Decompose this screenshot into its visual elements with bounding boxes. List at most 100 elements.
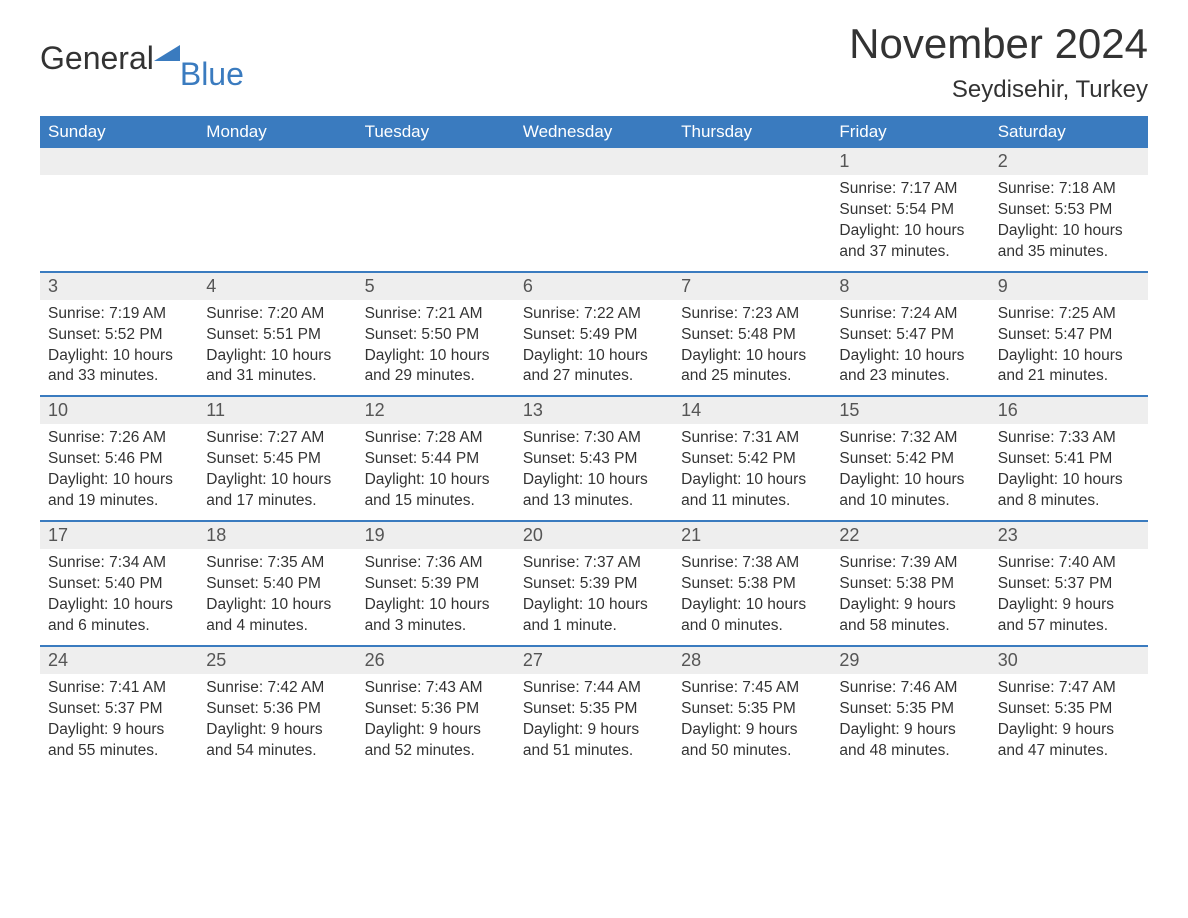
sunset-text: Sunset: 5:50 PM xyxy=(365,325,507,346)
day-number: 17 xyxy=(40,522,198,549)
day-number: 26 xyxy=(357,647,515,674)
day-number: 4 xyxy=(198,273,356,300)
day-number: 14 xyxy=(673,397,831,424)
sunrise-text: Sunrise: 7:41 AM xyxy=(48,678,190,699)
day-number: 10 xyxy=(40,397,198,424)
daylight-text-2: and 54 minutes. xyxy=(206,741,348,762)
sunset-text: Sunset: 5:46 PM xyxy=(48,449,190,470)
daylight-text-2: and 27 minutes. xyxy=(523,366,665,387)
day-cell: 2Sunrise: 7:18 AMSunset: 5:53 PMDaylight… xyxy=(990,148,1148,271)
daylight-text-1: Daylight: 9 hours xyxy=(523,720,665,741)
daylight-text-1: Daylight: 10 hours xyxy=(365,346,507,367)
day-content: Sunrise: 7:25 AMSunset: 5:47 PMDaylight:… xyxy=(990,300,1148,396)
sunrise-text: Sunrise: 7:27 AM xyxy=(206,428,348,449)
sunset-text: Sunset: 5:43 PM xyxy=(523,449,665,470)
week-row: 10Sunrise: 7:26 AMSunset: 5:46 PMDayligh… xyxy=(40,395,1148,520)
day-content: Sunrise: 7:28 AMSunset: 5:44 PMDaylight:… xyxy=(357,424,515,520)
day-cell: 6Sunrise: 7:22 AMSunset: 5:49 PMDaylight… xyxy=(515,273,673,396)
calendar: Sunday Monday Tuesday Wednesday Thursday… xyxy=(40,116,1148,769)
daylight-text-2: and 3 minutes. xyxy=(365,616,507,637)
day-number: 30 xyxy=(990,647,1148,674)
sunrise-text: Sunrise: 7:21 AM xyxy=(365,304,507,325)
day-headers-row: Sunday Monday Tuesday Wednesday Thursday… xyxy=(40,116,1148,148)
day-content: Sunrise: 7:44 AMSunset: 5:35 PMDaylight:… xyxy=(515,674,673,770)
day-cell xyxy=(198,148,356,271)
day-number: 6 xyxy=(515,273,673,300)
day-cell: 13Sunrise: 7:30 AMSunset: 5:43 PMDayligh… xyxy=(515,397,673,520)
day-content: Sunrise: 7:22 AMSunset: 5:49 PMDaylight:… xyxy=(515,300,673,396)
daylight-text-2: and 19 minutes. xyxy=(48,491,190,512)
logo: General Blue xyxy=(40,20,252,77)
sunrise-text: Sunrise: 7:43 AM xyxy=(365,678,507,699)
day-cell xyxy=(357,148,515,271)
daylight-text-1: Daylight: 10 hours xyxy=(206,470,348,491)
sunrise-text: Sunrise: 7:32 AM xyxy=(839,428,981,449)
daylight-text-1: Daylight: 9 hours xyxy=(839,595,981,616)
daylight-text-1: Daylight: 10 hours xyxy=(839,470,981,491)
sunset-text: Sunset: 5:35 PM xyxy=(839,699,981,720)
day-number: 24 xyxy=(40,647,198,674)
daylight-text-2: and 13 minutes. xyxy=(523,491,665,512)
daylight-text-2: and 21 minutes. xyxy=(998,366,1140,387)
day-header-sunday: Sunday xyxy=(40,116,198,148)
day-cell: 8Sunrise: 7:24 AMSunset: 5:47 PMDaylight… xyxy=(831,273,989,396)
day-content: Sunrise: 7:40 AMSunset: 5:37 PMDaylight:… xyxy=(990,549,1148,645)
daylight-text-2: and 10 minutes. xyxy=(839,491,981,512)
week-row: 3Sunrise: 7:19 AMSunset: 5:52 PMDaylight… xyxy=(40,271,1148,396)
sunset-text: Sunset: 5:40 PM xyxy=(206,574,348,595)
sunset-text: Sunset: 5:53 PM xyxy=(998,200,1140,221)
daylight-text-1: Daylight: 10 hours xyxy=(365,595,507,616)
sunrise-text: Sunrise: 7:20 AM xyxy=(206,304,348,325)
sunset-text: Sunset: 5:39 PM xyxy=(523,574,665,595)
day-content: Sunrise: 7:19 AMSunset: 5:52 PMDaylight:… xyxy=(40,300,198,396)
day-cell: 28Sunrise: 7:45 AMSunset: 5:35 PMDayligh… xyxy=(673,647,831,770)
day-cell: 16Sunrise: 7:33 AMSunset: 5:41 PMDayligh… xyxy=(990,397,1148,520)
day-number: 5 xyxy=(357,273,515,300)
sunrise-text: Sunrise: 7:47 AM xyxy=(998,678,1140,699)
day-number: 18 xyxy=(198,522,356,549)
day-content: Sunrise: 7:31 AMSunset: 5:42 PMDaylight:… xyxy=(673,424,831,520)
daylight-text-1: Daylight: 10 hours xyxy=(523,470,665,491)
day-content: Sunrise: 7:37 AMSunset: 5:39 PMDaylight:… xyxy=(515,549,673,645)
daylight-text-1: Daylight: 10 hours xyxy=(998,470,1140,491)
sunrise-text: Sunrise: 7:22 AM xyxy=(523,304,665,325)
day-cell: 11Sunrise: 7:27 AMSunset: 5:45 PMDayligh… xyxy=(198,397,356,520)
day-header-wednesday: Wednesday xyxy=(515,116,673,148)
sunset-text: Sunset: 5:45 PM xyxy=(206,449,348,470)
daylight-text-1: Daylight: 9 hours xyxy=(48,720,190,741)
day-number: 12 xyxy=(357,397,515,424)
day-cell: 29Sunrise: 7:46 AMSunset: 5:35 PMDayligh… xyxy=(831,647,989,770)
day-number: 1 xyxy=(831,148,989,175)
week-row: 1Sunrise: 7:17 AMSunset: 5:54 PMDaylight… xyxy=(40,148,1148,271)
daylight-text-1: Daylight: 10 hours xyxy=(681,595,823,616)
daylight-text-1: Daylight: 10 hours xyxy=(365,470,507,491)
sunset-text: Sunset: 5:52 PM xyxy=(48,325,190,346)
sunset-text: Sunset: 5:37 PM xyxy=(998,574,1140,595)
sunset-text: Sunset: 5:51 PM xyxy=(206,325,348,346)
sunset-text: Sunset: 5:48 PM xyxy=(681,325,823,346)
month-title: November 2024 xyxy=(849,20,1148,68)
sunset-text: Sunset: 5:38 PM xyxy=(839,574,981,595)
day-number: 11 xyxy=(198,397,356,424)
day-number: 2 xyxy=(990,148,1148,175)
daylight-text-1: Daylight: 10 hours xyxy=(681,346,823,367)
sunrise-text: Sunrise: 7:42 AM xyxy=(206,678,348,699)
day-cell: 22Sunrise: 7:39 AMSunset: 5:38 PMDayligh… xyxy=(831,522,989,645)
sunrise-text: Sunrise: 7:31 AM xyxy=(681,428,823,449)
sunrise-text: Sunrise: 7:24 AM xyxy=(839,304,981,325)
sunset-text: Sunset: 5:35 PM xyxy=(681,699,823,720)
sunrise-text: Sunrise: 7:37 AM xyxy=(523,553,665,574)
sunrise-text: Sunrise: 7:23 AM xyxy=(681,304,823,325)
sunset-text: Sunset: 5:35 PM xyxy=(998,699,1140,720)
day-content: Sunrise: 7:36 AMSunset: 5:39 PMDaylight:… xyxy=(357,549,515,645)
day-cell: 18Sunrise: 7:35 AMSunset: 5:40 PMDayligh… xyxy=(198,522,356,645)
day-header-monday: Monday xyxy=(198,116,356,148)
daylight-text-1: Daylight: 10 hours xyxy=(523,595,665,616)
daylight-text-2: and 31 minutes. xyxy=(206,366,348,387)
day-content: Sunrise: 7:24 AMSunset: 5:47 PMDaylight:… xyxy=(831,300,989,396)
day-number xyxy=(40,148,198,175)
sunrise-text: Sunrise: 7:46 AM xyxy=(839,678,981,699)
daylight-text-2: and 6 minutes. xyxy=(48,616,190,637)
day-content: Sunrise: 7:27 AMSunset: 5:45 PMDaylight:… xyxy=(198,424,356,520)
day-number xyxy=(515,148,673,175)
